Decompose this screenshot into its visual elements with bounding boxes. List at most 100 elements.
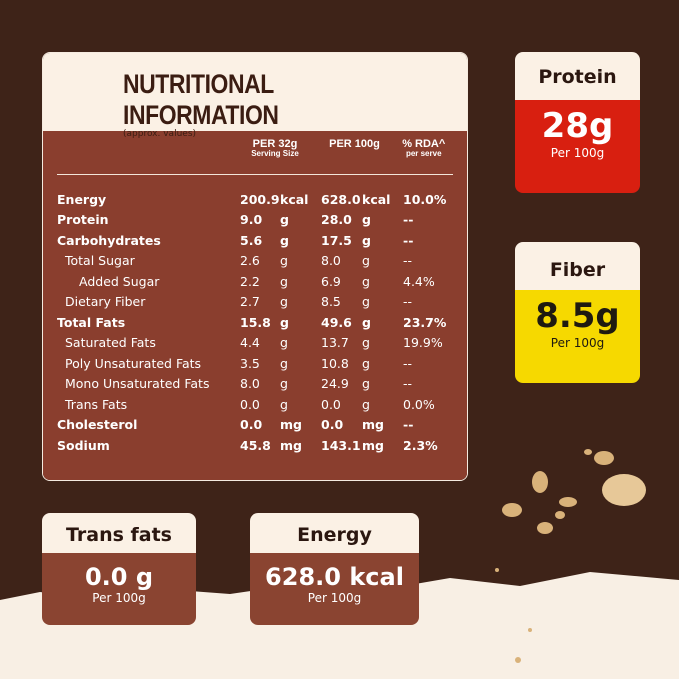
cell-u2: g — [362, 335, 370, 350]
cell-v1: 9.0 — [240, 212, 263, 227]
panel-title: NUTRITIONAL INFORMATION — [123, 69, 279, 130]
cell-u2: g — [362, 314, 371, 330]
cell-rda: -- — [403, 294, 413, 309]
table-row: Dietary Fiber 2.7 g 8.5 g -- — [57, 289, 453, 309]
cell-u2: mg — [362, 417, 384, 432]
table-row: Saturated Fats 4.4 g 13.7 g 19.9% — [57, 330, 453, 350]
cell-rda: -- — [403, 232, 414, 248]
table-row: Sodium 45.8 mg 143.1 mg 2.3% — [57, 432, 453, 453]
cell-v2: 8.0 — [321, 253, 341, 268]
nutrition-table: PER 32g Serving Size PER 100g % RDA^ per s… — [43, 131, 467, 480]
cell-rda: 10.0% — [403, 191, 447, 207]
cell-u2: g — [362, 376, 370, 391]
cell-u1: mg — [280, 437, 302, 453]
table-row: Added Sugar 2.2 g 6.9 g 4.4% — [57, 268, 453, 289]
cell-u1: g — [280, 273, 288, 289]
cell-name: Sodium — [57, 437, 110, 453]
table-row: Carbohydrates 5.6 g 17.5 g -- — [57, 227, 453, 248]
cell-u2: g — [362, 355, 370, 371]
table-row: Trans Fats 0.0 g 0.0 g 0.0% — [57, 391, 453, 412]
cell-rda: 23.7% — [403, 314, 447, 330]
table-row: Mono Unsaturated Fats 8.0 g 24.9 g -- — [57, 371, 453, 391]
cell-name: Energy — [57, 191, 107, 207]
cell-name: Mono Unsaturated Fats — [65, 376, 210, 391]
cell-name: Trans Fats — [65, 396, 128, 412]
cell-name: Protein — [57, 212, 109, 227]
cell-rda: 4.4% — [403, 273, 435, 289]
cell-u2: g — [362, 232, 371, 248]
cell-name: Cholesterol — [57, 417, 138, 432]
cell-u1: g — [280, 376, 288, 391]
cell-v1: 2.7 — [240, 294, 260, 309]
table-row: Total Fats 15.8 g 49.6 g 23.7% — [57, 309, 453, 330]
energy-card: Energy 628.0 kcal Per 100g — [250, 513, 419, 625]
cell-v2: 143.1 — [321, 437, 361, 453]
cell-v2: 0.0 — [321, 417, 344, 432]
table-row: Protein 9.0 g 28.0 g -- — [57, 207, 453, 227]
cell-u1: g — [280, 212, 289, 227]
cell-name: Poly Unsaturated Fats — [65, 355, 202, 371]
table-row: Total Sugar 2.6 g 8.0 g -- — [57, 248, 453, 268]
cell-u2: g — [362, 253, 370, 268]
cell-u2: mg — [362, 437, 384, 453]
table-row: Cholesterol 0.0 mg 0.0 mg -- — [57, 412, 453, 432]
cell-rda: -- — [403, 212, 414, 227]
cell-v1: 0.0 — [240, 396, 260, 412]
cell-u1: g — [280, 314, 289, 330]
cell-u1: g — [280, 294, 288, 309]
cell-name: Total Sugar — [65, 253, 135, 268]
cell-u1: g — [280, 335, 288, 350]
cell-u1: kcal — [280, 191, 309, 207]
fiber-card: Fiber 8.5g Per 100g — [515, 242, 640, 383]
cell-v2: 8.5 — [321, 294, 341, 309]
cell-name: Added Sugar — [79, 273, 160, 289]
cell-v1: 5.6 — [240, 232, 263, 248]
cell-v2: 49.6 — [321, 314, 352, 330]
cell-name: Dietary Fiber — [65, 294, 146, 309]
panel-subtitle: (approx. values) — [123, 129, 197, 139]
table-row: Poly Unsaturated Fats 3.5 g 10.8 g -- — [57, 350, 453, 371]
cell-name: Saturated Fats — [65, 335, 156, 350]
cell-u1: g — [280, 355, 288, 371]
cell-v2: 24.9 — [321, 376, 349, 391]
protein-card: Protein 28g Per 100g — [515, 52, 640, 193]
peanut-image — [495, 449, 646, 663]
cell-v1: 45.8 — [240, 437, 271, 453]
cell-v2: 13.7 — [321, 335, 349, 350]
cell-v1: 2.2 — [240, 273, 260, 289]
cell-v2: 0.0 — [321, 396, 341, 412]
cell-u1: g — [280, 253, 288, 268]
col-head-per-100g: PER 100g — [329, 138, 380, 150]
col-head-per-serving: PER 32g Serving Size — [251, 138, 299, 158]
cell-v1: 200.9 — [240, 191, 280, 207]
cell-name: Total Fats — [57, 314, 126, 330]
cell-v2: 17.5 — [321, 232, 352, 248]
cell-u1: g — [280, 232, 289, 248]
cell-v1: 8.0 — [240, 376, 260, 391]
cell-v1: 0.0 — [240, 417, 263, 432]
cell-name: Carbohydrates — [57, 232, 161, 248]
cell-u2: kcal — [362, 191, 391, 207]
cell-u2: g — [362, 273, 370, 289]
table-row: Energy 200.9 kcal 628.0 kcal 10.0% — [57, 186, 453, 207]
cell-v1: 2.6 — [240, 253, 260, 268]
cell-u1: mg — [280, 417, 302, 432]
cell-rda: -- — [403, 253, 413, 268]
cell-rda: 0.0% — [403, 396, 435, 412]
cell-rda: -- — [403, 355, 413, 371]
col-head-rda: % RDA^ per serve — [402, 138, 446, 158]
trans-fats-card: Trans fats 0.0 g Per 100g — [42, 513, 196, 625]
cell-v1: 4.4 — [240, 335, 260, 350]
cell-rda: -- — [403, 417, 414, 432]
cell-u2: g — [362, 212, 371, 227]
cell-v2: 6.9 — [321, 273, 341, 289]
cell-rda: 2.3% — [403, 437, 438, 453]
cell-v2: 28.0 — [321, 212, 352, 227]
cell-rda: -- — [403, 376, 413, 391]
cell-v2: 628.0 — [321, 191, 361, 207]
cell-v1: 3.5 — [240, 355, 260, 371]
cell-u2: g — [362, 396, 370, 412]
cell-rda: 19.9% — [403, 335, 443, 350]
cell-u1: g — [280, 396, 288, 412]
cell-u2: g — [362, 294, 370, 309]
